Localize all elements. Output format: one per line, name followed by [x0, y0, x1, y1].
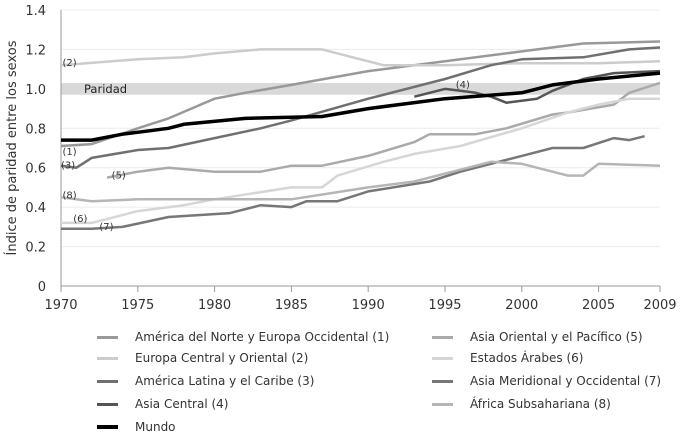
- legend-item: América Latina y el Caribe (3): [97, 373, 314, 389]
- series-line-9: [61, 71, 661, 142]
- legend-item: América del Norte y Europa Occidental (1…: [97, 329, 389, 345]
- legend-item: Asia Central (4): [97, 396, 228, 412]
- x-tick-label: 2005: [582, 298, 615, 313]
- legend-label: América del Norte y Europa Occidental (1…: [135, 330, 390, 344]
- series-annotation: (3): [61, 161, 75, 172]
- legend-item: Mundo: [97, 419, 176, 435]
- parity-band-label: Paridad: [84, 82, 127, 96]
- legend-item: Asia Oriental y el Pacífico (5): [432, 329, 643, 345]
- series-annotation: (4): [456, 80, 470, 91]
- y-tick-label: 1.2: [25, 43, 46, 58]
- series-line-1: [60, 40, 661, 148]
- y-tick-label: 0.4: [25, 201, 46, 216]
- series-annotation: (2): [63, 58, 77, 69]
- series-annotation: (8): [63, 190, 77, 201]
- legend-swatch: [97, 425, 118, 429]
- legend-swatch: [432, 379, 453, 383]
- x-tick-label: 2009: [643, 298, 676, 313]
- series-line-2: [60, 48, 661, 67]
- series-line-4: [413, 69, 661, 104]
- y-tick-label: 1.4: [25, 4, 46, 19]
- legend-swatch: [97, 356, 118, 360]
- legend-label: Europa Central y Oriental (2): [135, 351, 309, 365]
- legend-swatch: [432, 335, 453, 339]
- legend-swatch: [97, 379, 118, 383]
- series-line-8: [60, 160, 661, 203]
- legend-label: Mundo: [135, 420, 176, 434]
- series-annotation: (5): [112, 171, 126, 182]
- legend-swatch: [97, 402, 118, 406]
- legend-item: Europa Central y Oriental (2): [97, 350, 308, 366]
- y-tick-label: 0.8: [25, 122, 46, 137]
- x-tick-label: 1975: [121, 298, 154, 313]
- legend-label: Asia Central (4): [135, 397, 229, 411]
- series-line-5: [106, 81, 661, 179]
- line-chart: 0 0.2 0.4 0.6 0.8 1.0 1.2 1.4 Paridad 1970 1975 198…: [4, 4, 677, 313]
- series-line-6: [61, 97, 660, 225]
- x-tick-label: 1990: [352, 298, 385, 313]
- x-tick-label: 1980: [198, 298, 231, 313]
- x-tick-label: 1985: [275, 298, 308, 313]
- legend-item: Asia Meridional y Occidental (7): [432, 373, 661, 389]
- legend-item: África Subsahariana (8): [432, 396, 611, 412]
- series-annotation: (1): [63, 147, 77, 158]
- legend-swatch: [432, 356, 453, 360]
- legend-label: África Subsahariana (8): [470, 397, 611, 411]
- series-annotation: (7): [99, 222, 113, 233]
- legend-item: Estados Árabes (6): [432, 350, 583, 366]
- legend-swatch: [432, 402, 453, 406]
- legend-label: América Latina y el Caribe (3): [135, 374, 315, 388]
- legend-label: Asia Meridional y Occidental (7): [470, 374, 662, 388]
- x-tick-label: 1995: [428, 298, 461, 313]
- series-line-3: [60, 46, 661, 169]
- y-tick-label: 0.6: [25, 162, 46, 177]
- y-tick-label: 0: [38, 280, 46, 295]
- legend-swatch: [97, 335, 118, 339]
- x-tick-label: 1970: [44, 298, 77, 313]
- y-tick-label: 0.2: [25, 241, 46, 256]
- y-tick-label: 1.0: [25, 83, 46, 98]
- parity-band: [61, 82, 660, 95]
- legend-label: Estados Árabes (6): [470, 351, 584, 365]
- legend-label: Asia Oriental y el Pacífico (5): [470, 330, 643, 344]
- series-annotation: (6): [73, 214, 87, 225]
- series-line-7: [61, 134, 645, 231]
- x-tick-label: 2000: [505, 298, 538, 313]
- y-axis-label: Índice de paridad entre los sexos: [4, 40, 20, 255]
